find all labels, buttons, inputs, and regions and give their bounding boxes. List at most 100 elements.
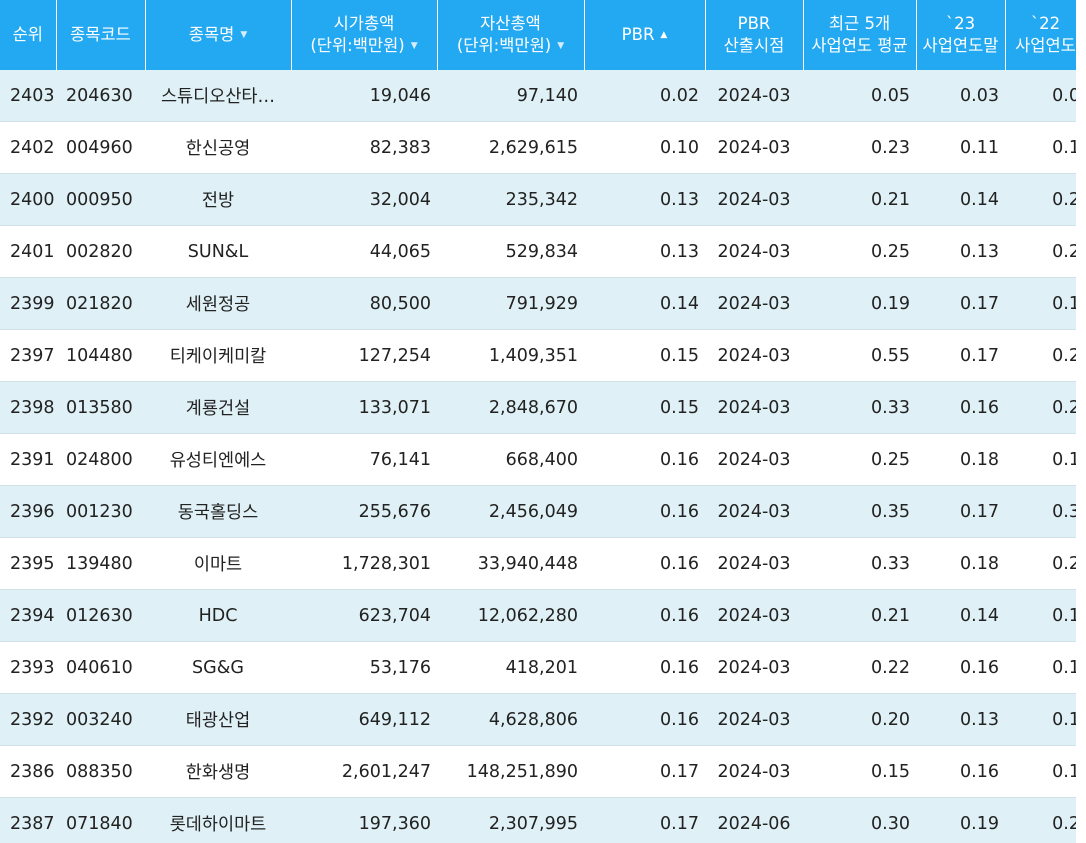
table-row[interactable]: 2399 021820 세원정공 80,500 791,929 0.14 2024-03 0.…: [0, 277, 1076, 330]
cell-stock-code: 000950: [56, 173, 145, 226]
cell-stock-name[interactable]: 계룡건설: [145, 381, 291, 434]
cell-market-cap: 1,728,301: [291, 537, 437, 590]
cell-stock-name[interactable]: SUN&L: [145, 225, 291, 278]
cell-rank: 2395: [0, 537, 56, 590]
cell-fy22: 0.1: [1005, 433, 1076, 486]
cell-stock-code: 024800: [56, 433, 145, 486]
cell-pbr-date: 2024-03: [705, 173, 803, 226]
cell-rank: 2392: [0, 693, 56, 746]
column-header-label: 자산총액: [480, 13, 541, 33]
column-header-total-assets[interactable]: 자산총액 (단위:백만원) ▼: [437, 0, 585, 70]
cell-fy23-end: 0.18: [916, 433, 1005, 486]
cell-pbr: 0.13: [584, 173, 705, 226]
cell-rank: 2399: [0, 277, 56, 330]
cell-stock-code: 088350: [56, 745, 145, 798]
cell-avg-5yr: 0.55: [803, 329, 916, 382]
sort-descending-icon[interactable]: ▼: [410, 41, 418, 52]
column-header-label: 시가총액: [333, 13, 395, 33]
cell-stock-name[interactable]: 이마트: [145, 537, 291, 590]
cell-stock-name[interactable]: 한화생명: [145, 745, 291, 798]
column-header-label: 사업연도: [1015, 36, 1076, 55]
cell-market-cap: 127,254: [291, 329, 437, 382]
cell-stock-code: 004960: [56, 121, 145, 174]
cell-pbr: 0.17: [584, 745, 705, 798]
sort-descending-icon[interactable]: ▼: [557, 41, 565, 52]
cell-stock-name[interactable]: 한신공영: [145, 121, 291, 174]
cell-fy23-end: 0.17: [916, 485, 1005, 538]
cell-total-assets: 33,940,448: [437, 537, 584, 590]
cell-fy23-end: 0.17: [916, 277, 1005, 330]
cell-pbr-date: 2024-03: [705, 745, 803, 798]
cell-pbr-date: 2024-03: [705, 70, 803, 122]
column-header-pbr[interactable]: PBR ▲: [584, 0, 706, 70]
cell-rank: 2398: [0, 381, 56, 434]
cell-market-cap: 82,383: [291, 121, 437, 174]
cell-total-assets: 668,400: [437, 433, 584, 486]
cell-stock-name[interactable]: 롯데하이마트: [145, 797, 291, 843]
cell-stock-name[interactable]: 유성티엔에스: [145, 433, 291, 486]
cell-market-cap: 53,176: [291, 641, 437, 694]
cell-pbr-date: 2024-03: [705, 121, 803, 174]
cell-pbr-date: 2024-03: [705, 381, 803, 434]
cell-stock-code: 001230: [56, 485, 145, 538]
column-header-stock-code: 종목코드: [56, 0, 146, 70]
cell-stock-name[interactable]: 스튜디오산타…: [145, 70, 291, 122]
cell-rank: 2402: [0, 121, 56, 174]
cell-market-cap: 623,704: [291, 589, 437, 642]
cell-pbr: 0.17: [584, 797, 705, 843]
table-row[interactable]: 2396 001230 동국홀딩스 255,676 2,456,049 0.16 2024-…: [0, 485, 1076, 538]
column-header-label: `22: [1030, 14, 1061, 33]
cell-fy22: 0.2: [1005, 329, 1076, 382]
table-row[interactable]: 2402 004960 한신공영 82,383 2,629,615 0.10 2024-03…: [0, 121, 1076, 174]
cell-total-assets: 97,140: [437, 70, 584, 122]
cell-fy23-end: 0.13: [916, 225, 1005, 278]
cell-stock-code: 139480: [56, 537, 145, 590]
cell-stock-name[interactable]: 태광산업: [145, 693, 291, 746]
cell-fy23-end: 0.19: [916, 797, 1005, 843]
table-row[interactable]: 2400 000950 전방 32,004 235,342 0.13 2024-03 0.21…: [0, 173, 1076, 226]
cell-rank: 2394: [0, 589, 56, 642]
table-row[interactable]: 2391 024800 유성티엔에스 76,141 668,400 0.16 2024-03…: [0, 433, 1076, 486]
cell-market-cap: 649,112: [291, 693, 437, 746]
table-row[interactable]: 2398 013580 계룡건설 133,071 2,848,670 0.15 2024-0…: [0, 381, 1076, 434]
table-row[interactable]: 2393 040610 SG&G 53,176 418,201 0.16 2024-03 0.…: [0, 641, 1076, 694]
cell-pbr: 0.16: [584, 641, 705, 694]
table-row[interactable]: 2401 002820 SUN&L 44,065 529,834 0.13 2024-03 0…: [0, 225, 1076, 278]
cell-fy23-end: 0.17: [916, 329, 1005, 382]
column-header-stock-name[interactable]: 종목명 ▼: [145, 0, 292, 70]
table-row[interactable]: 2395 139480 이마트 1,728,301 33,940,448 0.16 2024…: [0, 537, 1076, 590]
table-row[interactable]: 2397 104480 티케이케미칼 127,254 1,409,351 0.15 2024…: [0, 329, 1076, 382]
column-header-market-cap[interactable]: 시가총액 (단위:백만원) ▼: [291, 0, 438, 70]
cell-pbr: 0.16: [584, 693, 705, 746]
cell-stock-code: 071840: [56, 797, 145, 843]
sort-descending-icon[interactable]: ▼: [240, 30, 248, 41]
table-row[interactable]: 2392 003240 태광산업 649,112 4,628,806 0.16 2024-0…: [0, 693, 1076, 746]
table-row[interactable]: 2403 204630 스튜디오산타… 19,046 97,140 0.02 2024-03…: [0, 70, 1076, 122]
column-header-label: 사업연도말: [922, 36, 999, 55]
cell-stock-name[interactable]: SG&G: [145, 641, 291, 694]
cell-fy22: 0.1: [1005, 693, 1076, 746]
cell-fy22: 0.2: [1005, 225, 1076, 278]
cell-total-assets: 2,307,995: [437, 797, 584, 843]
cell-stock-name[interactable]: 동국홀딩스: [145, 485, 291, 538]
sort-ascending-icon[interactable]: ▲: [660, 30, 668, 41]
cell-total-assets: 791,929: [437, 277, 584, 330]
cell-avg-5yr: 0.35: [803, 485, 916, 538]
cell-total-assets: 2,629,615: [437, 121, 584, 174]
cell-total-assets: 2,456,049: [437, 485, 584, 538]
cell-stock-name[interactable]: HDC: [145, 589, 291, 642]
cell-rank: 2393: [0, 641, 56, 694]
table-row[interactable]: 2387 071840 롯데하이마트 197,360 2,307,995 0.17 2024…: [0, 797, 1076, 843]
cell-stock-name[interactable]: 전방: [145, 173, 291, 226]
cell-total-assets: 1,409,351: [437, 329, 584, 382]
table-row[interactable]: 2386 088350 한화생명 2,601,247 148,251,890 0.17 20…: [0, 745, 1076, 798]
column-header-rank: 순위: [0, 0, 57, 70]
cell-avg-5yr: 0.05: [803, 70, 916, 122]
cell-market-cap: 19,046: [291, 70, 437, 122]
cell-stock-name[interactable]: 세원정공: [145, 277, 291, 330]
cell-fy22: 0.2: [1005, 797, 1076, 843]
cell-market-cap: 80,500: [291, 277, 437, 330]
column-header-fy23-end: `23 사업연도말: [916, 0, 1006, 70]
table-row[interactable]: 2394 012630 HDC 623,704 12,062,280 0.16 2024-0…: [0, 589, 1076, 642]
cell-stock-name[interactable]: 티케이케미칼: [145, 329, 291, 382]
